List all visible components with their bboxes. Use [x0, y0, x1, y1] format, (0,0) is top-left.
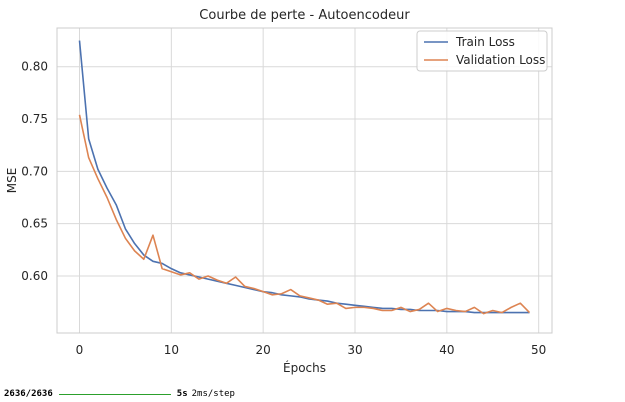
plot-frame — [56, 27, 553, 334]
progress-bar — [58, 393, 171, 395]
legend-label-1: Validation Loss — [456, 53, 545, 67]
y-tick-label-0: 0.60 — [21, 269, 48, 283]
chart-svg: 0 10 20 30 40 50 0.60 0.65 0.70 0.75 0.80 Courbe de… — [5, 8, 553, 375]
chart-figure: 0 10 20 30 40 50 0.60 0.65 0.70 0.75 0.80 Courbe de… — [5, 8, 553, 375]
legend-label-0: Train Loss — [455, 35, 515, 49]
progress-time: 5s — [176, 389, 188, 399]
chart-title: Courbe de perte - Autoencodeur — [199, 8, 410, 23]
y-tick-label-4: 0.80 — [21, 60, 48, 74]
progress-count: 2636/2636 — [4, 389, 53, 399]
series-line-train-loss — [78, 40, 530, 314]
x-tick-label-0: 0 — [76, 343, 84, 357]
x-tick-label-5: 50 — [531, 343, 546, 357]
x-tick-label-1: 10 — [164, 343, 179, 357]
x-axis-label: Épochs — [283, 360, 326, 375]
x-tick-label-3: 30 — [347, 343, 362, 357]
series-line-validation-loss — [78, 114, 531, 315]
training-progress-line: 2636/2636 5s 2ms/step — [4, 387, 235, 401]
legend-box — [416, 30, 548, 72]
x-tick-label-2: 20 — [256, 343, 271, 357]
y-tick-label-2: 0.70 — [21, 164, 48, 178]
y-tick-label-3: 0.75 — [21, 112, 48, 126]
x-tick-label-4: 40 — [439, 343, 454, 357]
progress-rate: 2ms/step — [191, 389, 235, 399]
y-tick-label-1: 0.65 — [21, 217, 48, 231]
y-axis-label: MSE — [5, 168, 19, 194]
